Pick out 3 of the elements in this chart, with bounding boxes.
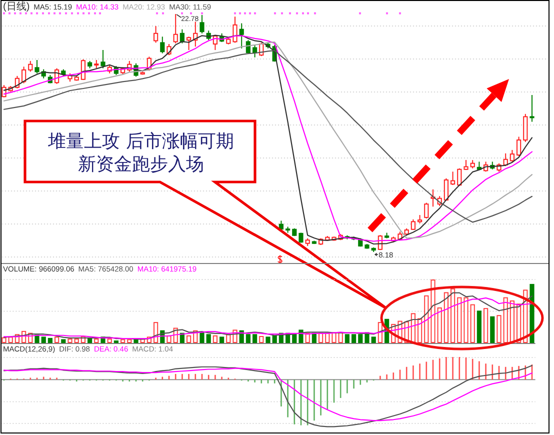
annotation: 新资金跑步入场 <box>78 154 204 175</box>
chart-title: (日线) <box>3 0 30 12</box>
annotation: 堆量上攻 后市涨幅可期 <box>47 131 234 152</box>
